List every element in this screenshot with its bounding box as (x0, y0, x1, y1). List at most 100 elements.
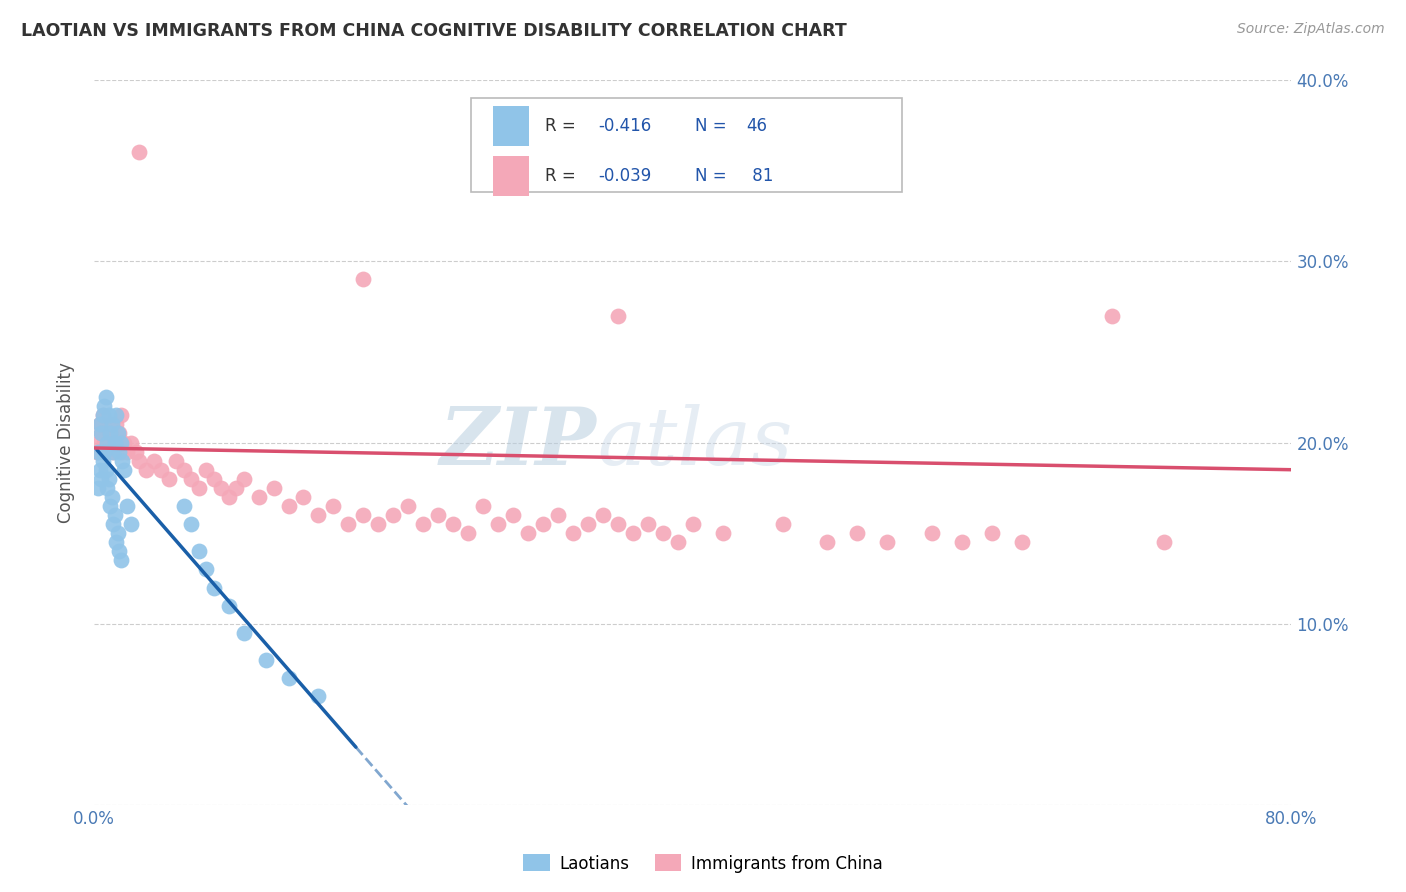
Point (180, 472, 202, 486)
Point (254, 653, 277, 667)
Point (110, 435, 132, 450)
Point (308, 690, 330, 704)
Point (165, 453, 187, 467)
Point (93, 435, 115, 450)
Point (100, 435, 122, 450)
Point (120, 435, 142, 450)
Point (142, 453, 165, 467)
Point (97, 409, 120, 423)
Point (135, 463, 157, 477)
Point (101, 426, 124, 441)
Point (561, 526, 583, 541)
Point (108, 444, 131, 458)
Legend: Laotians, Immigrants from China: Laotians, Immigrants from China (516, 847, 890, 880)
Text: N =: N = (695, 168, 733, 186)
Text: N =: N = (695, 117, 733, 135)
Point (125, 444, 148, 458)
Point (180, 517, 202, 532)
Point (94, 463, 117, 477)
Point (1101, 309, 1123, 323)
Text: LAOTIAN VS IMMIGRANTS FROM CHINA COGNITIVE DISABILITY CORRELATION CHART: LAOTIAN VS IMMIGRANTS FROM CHINA COGNITI… (21, 22, 846, 40)
Point (96, 481, 118, 495)
Point (128, 145, 150, 160)
Point (950, 535, 973, 549)
Point (209, 481, 232, 495)
Point (637, 517, 659, 532)
Point (86, 444, 108, 458)
Point (263, 481, 285, 495)
Point (606, 517, 628, 532)
Point (173, 499, 195, 513)
Point (711, 526, 734, 541)
Point (547, 508, 569, 522)
Text: R =: R = (546, 168, 582, 186)
Point (277, 671, 299, 685)
Point (187, 481, 209, 495)
Point (104, 508, 127, 522)
Point (90, 472, 112, 486)
Point (277, 499, 299, 513)
Point (352, 508, 374, 522)
Point (815, 535, 838, 549)
Point (531, 517, 554, 532)
Point (91, 409, 114, 423)
Point (502, 508, 524, 522)
Point (97, 417, 120, 432)
Y-axis label: Cognitive Disability: Cognitive Disability (58, 362, 75, 523)
Point (89, 417, 111, 432)
Point (91, 453, 114, 467)
Point (486, 517, 509, 532)
Point (107, 435, 129, 450)
Text: 46: 46 (747, 117, 768, 135)
Text: -0.039: -0.039 (598, 168, 651, 186)
Point (382, 508, 405, 522)
Point (187, 544, 209, 558)
Point (225, 481, 247, 495)
Point (202, 472, 225, 486)
Point (396, 499, 419, 513)
Point (90, 426, 112, 441)
Point (111, 453, 134, 467)
Point (96, 435, 118, 450)
Point (457, 526, 479, 541)
Point (94, 390, 117, 404)
Point (651, 526, 673, 541)
Point (105, 535, 128, 549)
Text: atlas: atlas (598, 404, 792, 482)
Point (108, 426, 131, 441)
Point (195, 463, 218, 477)
Point (91, 409, 114, 423)
Point (105, 409, 128, 423)
Point (100, 426, 122, 441)
FancyBboxPatch shape (471, 98, 903, 193)
Point (112, 463, 135, 477)
Point (322, 499, 344, 513)
Point (108, 544, 131, 558)
Point (105, 417, 128, 432)
Text: ZIP: ZIP (440, 404, 598, 482)
Text: R =: R = (546, 117, 582, 135)
Point (367, 517, 389, 532)
Point (128, 453, 150, 467)
Point (96, 444, 118, 458)
Point (90, 426, 112, 441)
Point (87, 444, 110, 458)
Point (202, 581, 225, 595)
Point (89, 463, 111, 477)
Point (87, 481, 110, 495)
Text: 81: 81 (747, 168, 773, 186)
Point (101, 417, 124, 432)
Point (247, 490, 270, 504)
Point (93, 399, 115, 413)
Point (592, 508, 614, 522)
Point (100, 499, 122, 513)
Point (97, 472, 120, 486)
Point (427, 508, 450, 522)
Point (412, 517, 434, 532)
Point (103, 444, 125, 458)
Point (232, 472, 254, 486)
Point (352, 272, 374, 286)
Point (621, 526, 644, 541)
Point (111, 444, 134, 458)
Point (846, 526, 869, 541)
